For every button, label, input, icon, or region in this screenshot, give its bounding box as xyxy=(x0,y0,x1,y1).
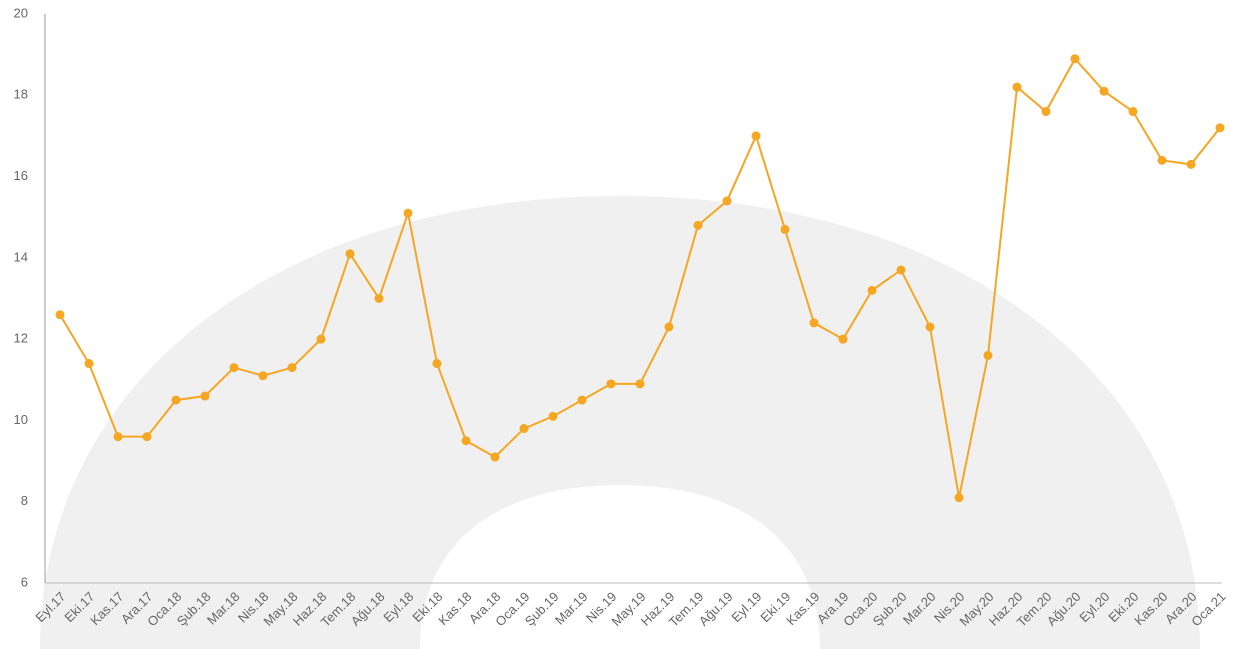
point xyxy=(85,359,94,368)
point xyxy=(491,453,500,462)
point xyxy=(926,322,935,331)
point xyxy=(143,432,152,441)
point xyxy=(1216,123,1225,132)
y-tick-label: 8 xyxy=(21,493,28,508)
point xyxy=(723,196,732,205)
point xyxy=(230,363,239,372)
chart: 68101214161820Eyl.17Eki.17Kas.17Ara.17Oc… xyxy=(0,0,1233,649)
y-tick-label: 6 xyxy=(21,574,28,589)
point xyxy=(114,432,123,441)
point xyxy=(1187,160,1196,169)
point xyxy=(578,396,587,405)
point xyxy=(375,294,384,303)
point xyxy=(317,335,326,344)
point xyxy=(781,225,790,234)
point xyxy=(56,310,65,319)
point xyxy=(868,286,877,295)
point xyxy=(549,412,558,421)
point xyxy=(201,392,210,401)
x-tick-label: Eyl.19 xyxy=(728,589,764,625)
y-tick-label: 14 xyxy=(14,249,28,264)
point xyxy=(346,249,355,258)
point xyxy=(839,335,848,344)
point xyxy=(1071,54,1080,63)
point xyxy=(462,436,471,445)
point xyxy=(665,322,674,331)
point xyxy=(259,371,268,380)
watermark xyxy=(40,196,1200,649)
y-tick-label: 12 xyxy=(14,331,28,346)
point xyxy=(1129,107,1138,116)
point xyxy=(1100,87,1109,96)
point xyxy=(607,379,616,388)
point xyxy=(1013,83,1022,92)
point xyxy=(810,318,819,327)
point xyxy=(1158,156,1167,165)
y-tick-label: 20 xyxy=(14,5,28,20)
point xyxy=(636,379,645,388)
point xyxy=(172,396,181,405)
y-tick-label: 10 xyxy=(14,412,28,427)
point xyxy=(984,351,993,360)
point xyxy=(752,131,761,140)
point xyxy=(288,363,297,372)
x-tick-label: Kas.18 xyxy=(435,589,474,628)
y-tick-label: 16 xyxy=(14,168,28,183)
x-tick-label: Mar.19 xyxy=(552,589,591,628)
point xyxy=(404,209,413,218)
point xyxy=(694,221,703,230)
point xyxy=(433,359,442,368)
point xyxy=(955,493,964,502)
point xyxy=(520,424,529,433)
point xyxy=(897,266,906,275)
y-tick-label: 18 xyxy=(14,87,28,102)
point xyxy=(1042,107,1051,116)
